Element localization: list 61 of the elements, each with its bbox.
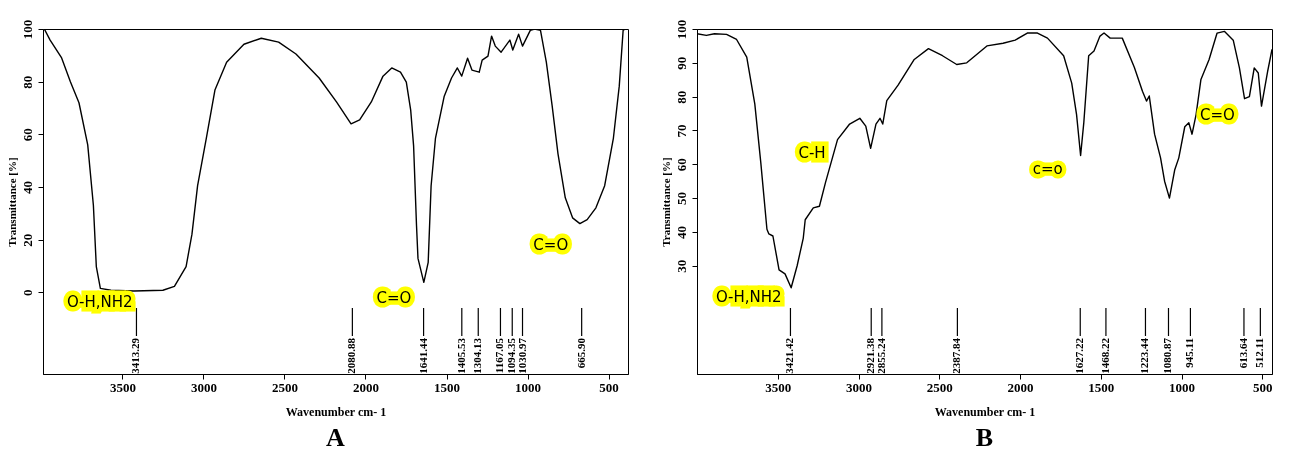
x-tick-label: 3500 bbox=[109, 379, 136, 395]
text: B bbox=[975, 423, 994, 452]
text: A bbox=[326, 423, 346, 452]
x-tick-label: 1500 bbox=[434, 379, 460, 395]
ref-line-label: 2080.88 bbox=[345, 337, 358, 374]
x-tick-label: 500 bbox=[599, 379, 619, 395]
annotation: C=O bbox=[376, 289, 412, 308]
y-tick-label: 60 bbox=[19, 128, 35, 142]
y-tick-label: 80 bbox=[673, 90, 689, 104]
annotation: O-H,NH2 bbox=[715, 288, 782, 307]
y-axis-title: Transmittance [%] bbox=[5, 157, 18, 247]
y-tick-label: 80 bbox=[19, 75, 35, 89]
x-tick-label: 3500 bbox=[765, 379, 792, 395]
y-tick-label: 100 bbox=[19, 19, 35, 40]
ref-line-label: 945.11 bbox=[1183, 338, 1196, 368]
x-tick-label: 1000 bbox=[515, 379, 542, 395]
ref-line-label: 1468.22 bbox=[1098, 337, 1111, 374]
ref-line-label: 1627.22 bbox=[1073, 337, 1086, 374]
y-tick-label: 100 bbox=[673, 19, 689, 40]
annotation: C=O bbox=[1199, 106, 1235, 125]
x-tick-label: 500 bbox=[1253, 379, 1273, 395]
annotation: C-H bbox=[798, 144, 826, 163]
x-tick-label: 2500 bbox=[271, 379, 298, 395]
ref-line-label: 1641.44 bbox=[416, 337, 429, 374]
x-tick-label: 2000 bbox=[352, 379, 379, 395]
x-axis-title: Wavenumber cm- 1 bbox=[934, 404, 1036, 419]
ref-line-label: 2921.38 bbox=[864, 337, 877, 374]
y-tick-label: 30 bbox=[673, 259, 689, 273]
x-tick-label: 1500 bbox=[1088, 379, 1115, 395]
y-tick-label: 40 bbox=[673, 225, 689, 239]
y-tick-label: 0 bbox=[19, 289, 35, 297]
x-tick-label: 2000 bbox=[1007, 379, 1034, 395]
x-tick-label: 3000 bbox=[190, 379, 217, 395]
x-tick-label: 1000 bbox=[1169, 379, 1196, 395]
annotation: C=O bbox=[533, 236, 569, 255]
ref-line-label: 3413.29 bbox=[129, 337, 142, 374]
y-tick-label: 50 bbox=[673, 192, 689, 206]
y-tick-label: 70 bbox=[673, 124, 689, 138]
ref-line-label: 1080.87 bbox=[1161, 337, 1174, 374]
annotation: c=o bbox=[1032, 160, 1063, 179]
y-tick-label: 40 bbox=[19, 181, 35, 195]
y-tick-label: 20 bbox=[19, 233, 35, 247]
ref-line-label: 1167.05 bbox=[493, 337, 506, 374]
ref-line-label: 2855.24 bbox=[874, 337, 887, 374]
annotation: O-H,NH2 bbox=[66, 292, 133, 311]
ref-line-label: 2387.84 bbox=[950, 337, 963, 374]
x-tick-label: 2500 bbox=[926, 379, 953, 395]
ref-line-label: 613.64 bbox=[1236, 337, 1249, 369]
x-tick-label: 3000 bbox=[846, 379, 873, 395]
x-axis-title: Wavenumber cm- 1 bbox=[285, 404, 387, 419]
ref-line-label: 1405.53 bbox=[454, 337, 467, 374]
ref-line-label: 1094.35 bbox=[505, 337, 518, 374]
y-tick-label: 60 bbox=[673, 158, 689, 172]
ref-line-label: 1223.44 bbox=[1138, 337, 1151, 374]
ref-line-label: 665.90 bbox=[574, 337, 587, 369]
ref-line-label: 3421.42 bbox=[783, 337, 796, 374]
y-tick-label: 90 bbox=[673, 56, 689, 70]
ref-line-label: 1030.97 bbox=[515, 337, 528, 374]
ref-line-label: 1304.13 bbox=[471, 337, 484, 374]
y-axis-title: Transmittance [%] bbox=[659, 157, 672, 247]
ref-line-label: 512.11 bbox=[1253, 338, 1266, 368]
